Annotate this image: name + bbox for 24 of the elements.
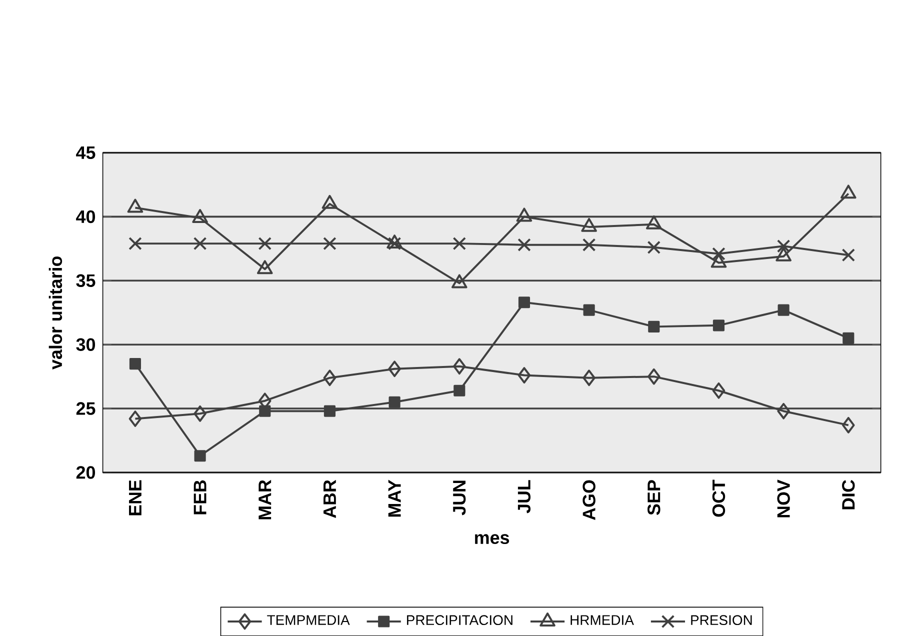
x-tick-label: JUN [453,480,466,516]
x-tick-label: DIC [842,480,855,510]
x-tick-label: OCT [712,480,726,517]
y-tick-label: 45 [76,146,96,159]
legend-label: HRMEDIA [570,615,634,625]
y-tick-label: 35 [76,274,96,287]
x-tick-label: AGO [582,480,596,520]
y-tick-label: 40 [76,210,96,223]
x-tick-label: SEP [648,480,660,515]
x-tick-label: MAY [388,480,401,516]
x-axis-title: mes [475,534,510,544]
x-tick-label: FEB [194,480,206,514]
y-tick-label: 30 [76,338,96,351]
x-tick-label: MAR [258,480,272,520]
x-tick-label: NOV [777,480,790,518]
x-tick-label: JUL [518,480,531,514]
legend-label: PRECIPITACION [407,615,512,625]
y-axis-title: valor unitario [48,256,62,370]
y-tick-label: 25 [76,402,96,415]
y-tick-label: 20 [76,466,96,479]
x-tick-label: ENE [129,480,142,516]
x-tick-label: ABR [324,480,336,518]
legend-label: PRESION [691,615,752,625]
legend-label: TEMPMEDIA [267,615,350,625]
